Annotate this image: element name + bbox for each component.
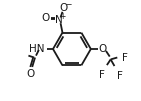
Text: F: F <box>122 53 128 63</box>
Text: F: F <box>99 70 105 80</box>
Text: O: O <box>98 44 106 54</box>
Text: O: O <box>59 3 68 13</box>
Text: +: + <box>59 12 66 21</box>
Text: N: N <box>55 15 63 25</box>
Text: F: F <box>117 71 123 81</box>
Text: −: − <box>65 0 71 9</box>
Text: O: O <box>26 69 34 79</box>
Text: HN: HN <box>29 44 45 54</box>
Text: O: O <box>41 13 50 23</box>
